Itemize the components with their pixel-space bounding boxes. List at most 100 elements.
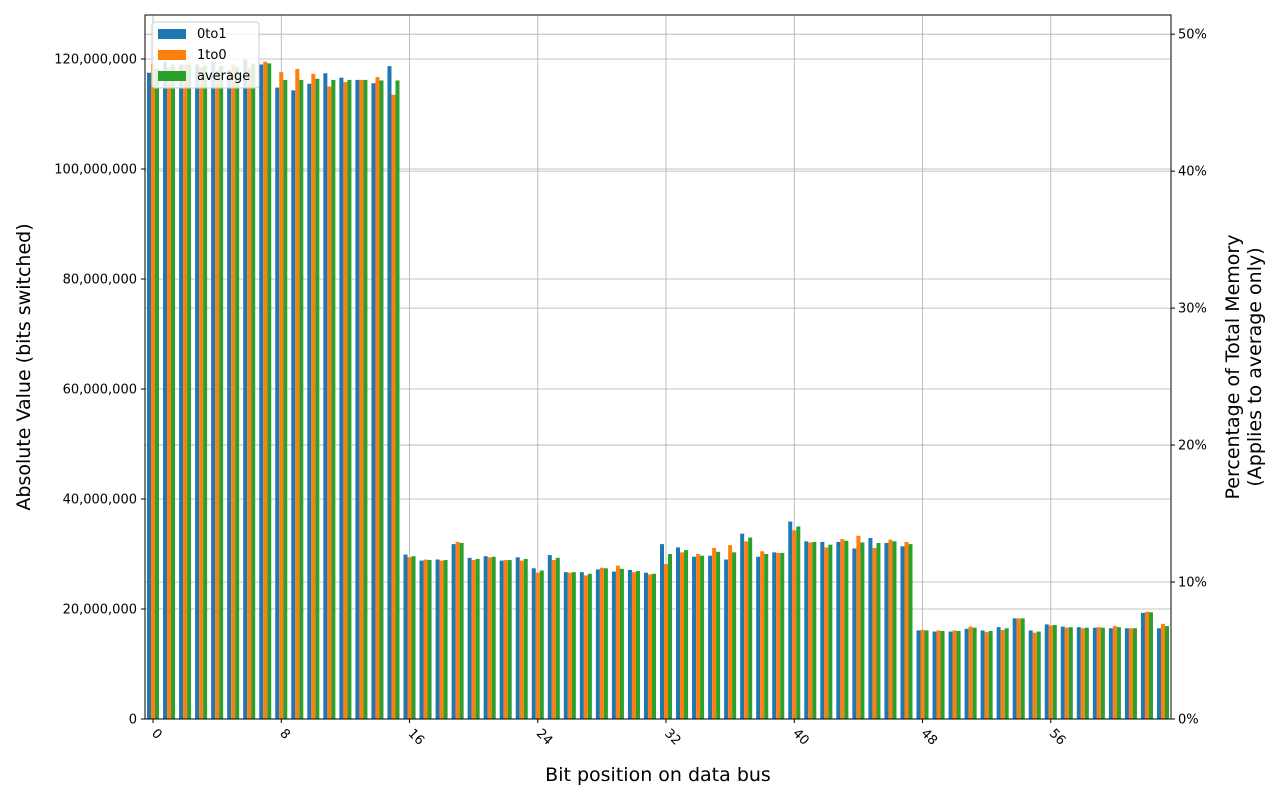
bar-1to0-34: [696, 554, 701, 719]
bar-average-10: [315, 78, 320, 720]
bar-1to0-13: [359, 79, 364, 719]
bar-0to1-58: [1076, 627, 1081, 719]
bar-average-16: [411, 556, 416, 719]
legend-label-average: average: [197, 69, 250, 84]
bar-1to0-25: [551, 560, 556, 719]
bar-1to0-43: [840, 539, 845, 719]
bar-average-50: [956, 631, 961, 719]
bar-average-61: [1132, 628, 1137, 719]
bar-average-13: [363, 79, 368, 719]
series-1to0: [151, 61, 1165, 720]
bar-0to1-42: [820, 541, 825, 719]
bar-1to0-50: [952, 630, 957, 719]
bar-0to1-48: [916, 630, 921, 719]
bar-average-35: [716, 551, 721, 719]
bar-average-45: [876, 543, 881, 719]
y-axis-title: Absolute Value (bits switched): [13, 223, 35, 510]
bar-0to1-16: [403, 554, 408, 719]
bar-average-34: [700, 555, 705, 719]
bar-average-47: [908, 544, 913, 719]
y2-tick-label: 10%: [1178, 576, 1207, 591]
x-axis-title: Bit position on data bus: [545, 764, 771, 786]
legend: 0to1 1to0 average: [151, 21, 260, 89]
bar-average-41: [812, 541, 817, 719]
bar-1to0-23: [519, 560, 524, 719]
bar-average-1: [171, 64, 176, 719]
bar-1to0-20: [471, 560, 476, 719]
x-tick-label: 0: [148, 726, 164, 742]
bar-1to0-1: [167, 67, 172, 719]
y2-axis-title-line-2: (Applies to average only): [1244, 247, 1266, 486]
bar-1to0-22: [503, 560, 508, 719]
bar-1to0-38: [760, 551, 765, 719]
bar-0to1-24: [531, 568, 536, 719]
y-tick-label: 60,000,000: [63, 383, 137, 398]
bar-1to0-11: [327, 86, 332, 719]
bar-1to0-9: [295, 68, 300, 719]
x-tick-label: 40: [789, 726, 811, 748]
bar-average-33: [684, 550, 689, 719]
bar-1to0-36: [728, 545, 733, 719]
bar-1to0-41: [808, 542, 813, 719]
bar-0to1-20: [467, 557, 472, 719]
bar-1to0-61: [1128, 628, 1133, 719]
plot-frame: [144, 14, 1172, 720]
y2-axis-title-line-1: Percentage of Total Memory: [1222, 235, 1244, 500]
bar-1to0-55: [1032, 632, 1037, 719]
legend-label-1to0: 1to0: [197, 48, 227, 63]
bar-0to1-26: [563, 572, 568, 719]
bar-0to1-47: [900, 546, 905, 719]
y2-tick-label: 40%: [1178, 165, 1207, 180]
bar-0to1-10: [307, 83, 312, 719]
bar-1to0-29: [615, 565, 620, 719]
bar-0to1-25: [547, 555, 552, 719]
bar-0to1-41: [804, 541, 809, 719]
bar-1to0-62: [1144, 611, 1149, 719]
bar-0to1-49: [932, 631, 937, 719]
series-0to1: [147, 59, 1161, 720]
bar-1to0-48: [920, 629, 925, 719]
bar-average-36: [732, 552, 737, 719]
bar-0to1-32: [660, 544, 665, 719]
y2-tick-label: 50%: [1178, 28, 1207, 43]
bar-1to0-40: [792, 530, 797, 719]
bar-average-57: [1068, 627, 1073, 719]
bar-1to0-4: [215, 70, 220, 719]
y-axis-ticks: 0 20,000,000 40,000,000 60,000,000 80,000,00…: [54, 53, 145, 728]
bar-0to1-13: [355, 79, 360, 719]
bar-0to1-27: [579, 572, 584, 719]
bar-average-60: [1116, 627, 1121, 719]
bar-1to0-51: [968, 626, 973, 719]
bar-0to1-60: [1108, 628, 1113, 719]
bar-1to0-24: [535, 572, 540, 719]
bar-average-17: [427, 560, 432, 719]
bar-0to1-37: [740, 533, 745, 719]
bar-1to0-46: [888, 539, 893, 719]
bar-0to1-50: [948, 631, 953, 719]
bar-0to1-56: [1044, 624, 1049, 719]
bar-0to1-61: [1124, 628, 1129, 719]
bar-0to1-6: [243, 59, 248, 719]
bar-0to1-59: [1092, 627, 1097, 719]
bar-0to1-12: [339, 77, 344, 719]
bar-1to0-10: [311, 73, 316, 720]
x-tick-label: 16: [405, 726, 427, 748]
bar-0to1-33: [676, 547, 681, 719]
bar-average-21: [491, 556, 496, 719]
bar-0to1-1: [163, 61, 168, 719]
bar-average-12: [347, 79, 352, 719]
bar-average-24: [539, 570, 544, 719]
bar-average-39: [780, 552, 785, 719]
bar-average-8: [283, 79, 288, 719]
bar-average-56: [1052, 624, 1057, 719]
bar-1to0-35: [712, 547, 717, 719]
bar-1to0-8: [279, 72, 284, 719]
bar-average-5: [235, 67, 240, 719]
bar-0to1-0: [147, 72, 152, 719]
bar-0to1-8: [275, 87, 280, 720]
y2-tick-label: 0%: [1178, 713, 1199, 728]
bar-average-51: [972, 627, 977, 719]
legend-swatch-1to0: [158, 50, 186, 60]
bar-1to0-17: [423, 559, 428, 719]
bar-average-46: [892, 541, 897, 719]
